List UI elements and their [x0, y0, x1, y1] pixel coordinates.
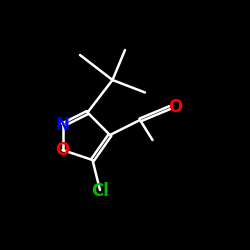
Text: O: O [168, 98, 182, 116]
Text: O: O [56, 141, 70, 159]
Text: N: N [56, 116, 70, 134]
Text: Cl: Cl [91, 182, 109, 200]
